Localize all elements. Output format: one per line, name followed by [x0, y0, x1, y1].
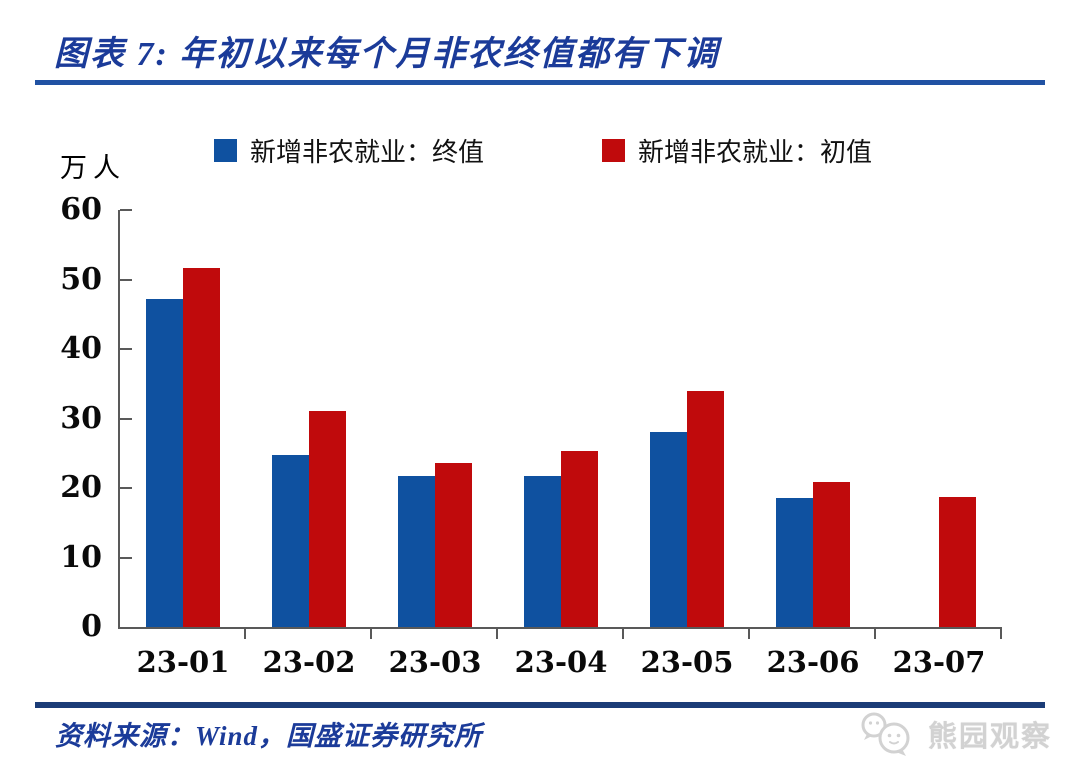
bar-final-23-02: [272, 454, 309, 627]
bar-final-23-05: [650, 431, 687, 627]
y-axis-tick-mark: [120, 556, 132, 559]
legend-swatch-final: [214, 139, 237, 162]
category-group-23-05: 23-05: [624, 210, 750, 679]
y-axis-tick-label: 60: [60, 192, 102, 227]
source-attribution: 资料来源：Wind，国盛证券研究所: [55, 721, 483, 751]
watermark-text: 熊园观察: [927, 721, 1052, 753]
category-group-23-03: 23-03: [372, 210, 498, 679]
bar-initial-23-05: [687, 391, 724, 627]
x-axis-tick-mark: [369, 629, 372, 639]
x-axis-tick-label: 23-05: [640, 645, 734, 679]
y-axis-tick-label: 20: [60, 470, 102, 506]
category-group-23-06: 23-06: [750, 210, 876, 679]
bar-final-23-03: [398, 476, 435, 627]
y-axis-tick-label: 50: [60, 261, 102, 297]
top-divider-line: [35, 80, 1045, 85]
x-axis-tick-mark: [1000, 629, 1002, 639]
x-axis-tick-mark: [874, 629, 876, 639]
chat-bubbles-logo-icon: [858, 710, 920, 758]
chart-title: 图表 7: 年初以来每个月非农终值都有下调: [54, 36, 720, 73]
x-axis-tick-label: 23-04: [514, 645, 608, 679]
legend: 新增非农就业：终值 新增非农就业：初值: [214, 132, 872, 169]
legend-label: 新增非农就业：终值: [250, 138, 485, 167]
bar-final-23-06: [776, 498, 813, 627]
category-group-23-04: 23-04: [498, 210, 624, 679]
bar-initial-23-03: [435, 462, 472, 627]
legend-item-initial: 新增非农就业：初值: [602, 132, 872, 169]
y-axis-tick-label: 30: [60, 400, 102, 436]
x-axis-tick-mark: [621, 629, 624, 639]
bar-final-23-04: [524, 476, 561, 627]
y-axis-tick-mark: [120, 348, 132, 351]
legend-label: 新增非农就业：初值: [638, 138, 873, 167]
category-group-23-01: 23-01: [120, 210, 246, 679]
bar-final-23-01: [146, 298, 183, 627]
bottom-divider-line: [35, 702, 1045, 708]
y-axis-tick-label: 10: [60, 539, 102, 575]
y-axis-tick-mark: [120, 417, 132, 420]
x-axis-tick-mark: [496, 629, 498, 639]
y-axis-unit-label: 万人: [60, 153, 126, 183]
watermark: 熊园观察: [858, 710, 1052, 758]
y-axis-tick-label: 0: [81, 609, 102, 644]
plot-area: 0 10 20 30 40 50 60 23-01 23-02 23-03 23-04 23-05 23…: [60, 194, 1002, 679]
x-axis-tick-label: 23-03: [388, 645, 482, 679]
y-axis-tick-mark: [120, 487, 132, 490]
x-axis-tick-label: 23-01: [136, 645, 230, 679]
bar-initial-23-07: [939, 497, 976, 627]
x-axis-tick-label: 23-07: [892, 645, 986, 679]
x-axis-tick-label: 23-06: [766, 645, 860, 679]
x-axis-tick-mark: [748, 629, 750, 639]
y-axis-tick-mark: [120, 209, 132, 211]
y-axis-tick-mark: [120, 278, 132, 281]
x-axis-tick-label: 23-02: [262, 645, 356, 679]
x-axis-tick-mark: [243, 629, 246, 639]
legend-swatch-initial: [602, 139, 626, 162]
y-axis-tick-label: 40: [60, 331, 102, 367]
bar-initial-23-01: [183, 267, 220, 627]
category-group-23-02: 23-02: [246, 210, 372, 679]
bar-initial-23-04: [561, 451, 598, 627]
bar-initial-23-06: [813, 481, 850, 627]
category-group-23-07: 23-07: [876, 210, 1002, 679]
bar-initial-23-02: [309, 410, 346, 627]
legend-item-final: 新增非农就业：终值: [214, 132, 484, 169]
